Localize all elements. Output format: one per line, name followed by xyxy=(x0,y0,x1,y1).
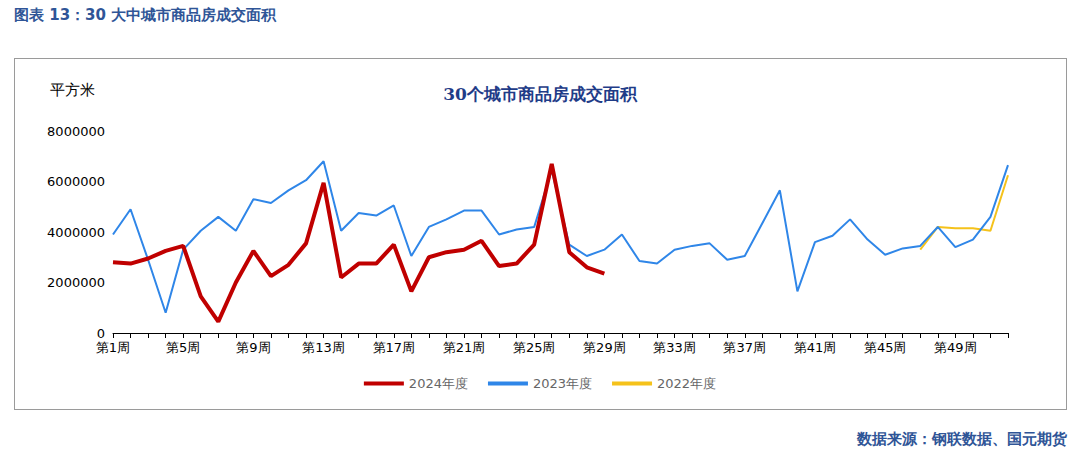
svg-text:第41周: 第41周 xyxy=(794,340,837,355)
svg-text:4000000: 4000000 xyxy=(47,225,105,240)
svg-text:第17周: 第17周 xyxy=(373,340,416,355)
svg-text:第29周: 第29周 xyxy=(583,340,626,355)
svg-text:第13周: 第13周 xyxy=(302,340,345,355)
svg-text:6000000: 6000000 xyxy=(47,174,105,189)
svg-text:第21周: 第21周 xyxy=(443,340,486,355)
svg-text:第37周: 第37周 xyxy=(723,340,766,355)
html-text:图表 13：30 大中城市商品房成交面积: 图表 13：30 大中城市商品房成交面积 xyxy=(14,6,277,24)
html-text:数据来源：钢联数据、国元期货: 数据来源：钢联数据、国元期货 xyxy=(857,430,1067,448)
svg-text:2000000: 2000000 xyxy=(47,275,105,290)
svg-text:第25周: 第25周 xyxy=(513,340,556,355)
svg-text:第5周: 第5周 xyxy=(166,340,200,355)
svg-text:第9周: 第9周 xyxy=(236,340,270,355)
svg-text:第33周: 第33周 xyxy=(653,340,696,355)
svg-text:0: 0 xyxy=(97,326,105,341)
svg-text:平方米: 平方米 xyxy=(50,81,95,99)
svg-text:2024年度: 2024年度 xyxy=(409,376,468,391)
svg-text:第49周: 第49周 xyxy=(934,340,977,355)
svg-text:8000000: 8000000 xyxy=(47,124,105,139)
svg-text:30个城市商品房成交面积: 30个城市商品房成交面积 xyxy=(443,84,638,104)
svg-text:2022年度: 2022年度 xyxy=(657,376,716,391)
svg-text:第1周: 第1周 xyxy=(96,340,130,355)
svg-text:第45周: 第45周 xyxy=(864,340,907,355)
svg-text:2023年度: 2023年度 xyxy=(533,376,592,391)
